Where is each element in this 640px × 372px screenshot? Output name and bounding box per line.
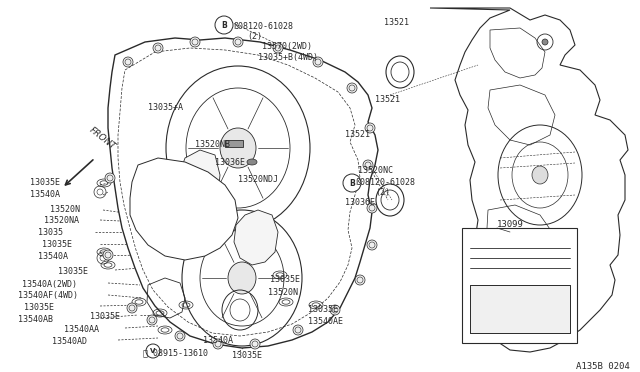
Bar [470,285,570,333]
Bar [470,285,570,333]
Ellipse shape [233,37,243,47]
Text: 13035E: 13035E [232,351,262,360]
Ellipse shape [175,331,185,341]
Text: 13520NB: 13520NB [195,140,230,149]
Text: Ⓟ 08915-13610: Ⓟ 08915-13610 [143,348,208,357]
Ellipse shape [313,57,323,67]
Ellipse shape [123,57,133,67]
Text: 13540AE: 13540AE [308,317,343,326]
Text: 13520N: 13520N [268,288,298,297]
Ellipse shape [330,305,340,315]
Text: 13035E: 13035E [308,305,338,314]
Text: 13520NDJ: 13520NDJ [238,175,278,184]
Text: V: V [150,348,156,354]
Ellipse shape [228,262,256,294]
Text: A135B 0204: A135B 0204 [576,362,630,371]
Text: ß08120-61028: ß08120-61028 [233,22,293,31]
Text: 13035: 13035 [38,228,63,237]
Ellipse shape [127,303,137,313]
Polygon shape [108,38,378,348]
Text: 13540AB: 13540AB [18,315,53,324]
Text: 13540A: 13540A [30,190,60,199]
Polygon shape [130,158,238,260]
Polygon shape [234,210,278,265]
Ellipse shape [532,166,548,184]
Text: 13521: 13521 [345,130,370,139]
Text: 13540A: 13540A [38,252,68,261]
Ellipse shape [347,83,357,93]
Text: 13540AF(4WD): 13540AF(4WD) [18,291,78,300]
Ellipse shape [273,43,283,53]
Ellipse shape [213,339,223,349]
Text: 13035E: 13035E [30,178,60,187]
Text: B: B [221,20,227,29]
Text: 13035E: 13035E [42,240,72,249]
Ellipse shape [250,339,260,349]
Text: (2): (2) [247,32,262,41]
Ellipse shape [528,287,542,303]
Text: 13036E: 13036E [345,198,375,207]
Text: 13099: 13099 [497,220,524,229]
Text: 13035E: 13035E [90,312,120,321]
Ellipse shape [343,174,361,192]
Text: 13521: 13521 [384,18,409,27]
Text: 13036E: 13036E [215,158,245,167]
Ellipse shape [363,160,373,170]
Text: 13035E: 13035E [58,267,88,276]
Ellipse shape [147,315,157,325]
Text: 13570(2WD): 13570(2WD) [262,42,312,51]
Ellipse shape [190,37,200,47]
Ellipse shape [355,275,365,285]
Polygon shape [178,150,220,212]
Text: ß08120-61028: ß08120-61028 [355,178,415,187]
Ellipse shape [215,16,233,34]
Text: 13520NC: 13520NC [358,166,393,175]
Ellipse shape [220,128,256,168]
Text: 13520N: 13520N [50,205,80,214]
Ellipse shape [365,123,375,133]
Text: 13035+B(4WD): 13035+B(4WD) [258,53,318,62]
Bar [462,228,577,343]
Ellipse shape [146,344,160,358]
Ellipse shape [153,43,163,53]
Text: FRONT: FRONT [88,126,118,152]
Ellipse shape [542,39,548,45]
Text: 13035+A: 13035+A [148,103,183,112]
Bar [225,140,243,147]
Text: 13540A(2WD): 13540A(2WD) [22,280,77,289]
Ellipse shape [103,250,113,260]
Text: 13035E: 13035E [270,275,300,284]
Ellipse shape [367,240,377,250]
Text: 13540AD: 13540AD [52,337,87,346]
Ellipse shape [367,203,377,213]
Text: B: B [349,179,355,187]
Ellipse shape [293,325,303,335]
Text: 13540AA: 13540AA [64,325,99,334]
Ellipse shape [247,159,257,165]
Polygon shape [430,8,628,352]
Text: 13520NA: 13520NA [44,216,79,225]
Ellipse shape [105,173,115,183]
Text: (2): (2) [375,188,390,197]
Text: 13540A: 13540A [203,336,233,345]
Text: 13521: 13521 [375,95,400,104]
Text: 13035E: 13035E [24,303,54,312]
